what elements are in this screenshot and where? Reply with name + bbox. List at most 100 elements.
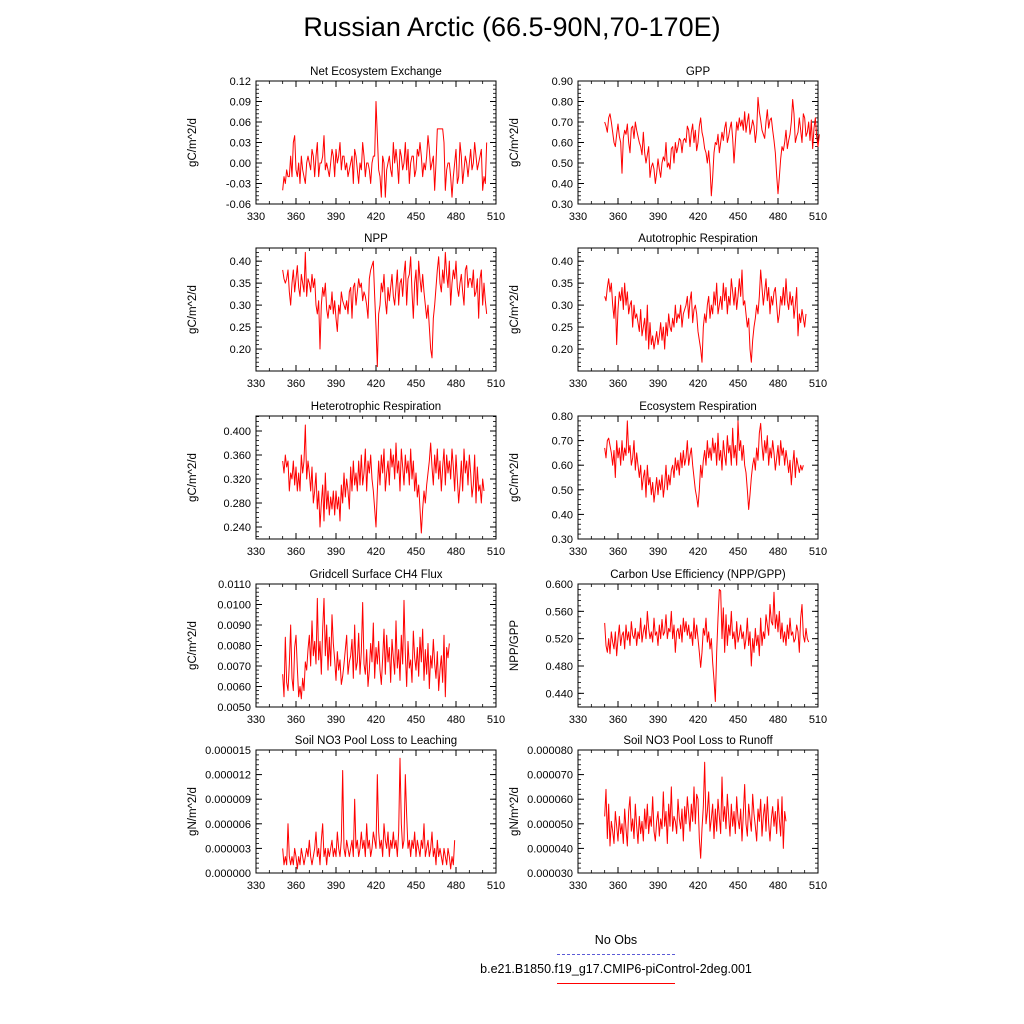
panel-title: GPP [686,66,711,78]
y-tick-label: 0.30 [552,300,573,312]
x-tick-label: 330 [569,546,587,558]
x-tick-label: 480 [769,546,787,558]
x-tick-label: 420 [367,211,385,223]
x-tick-label: 360 [287,880,305,892]
x-tick-label: 390 [327,211,345,223]
y-axis-label: gC/m^2/d [509,118,521,167]
x-tick-label: 330 [569,714,587,726]
chart-panel-3: NPP gC/m^2/d 330 360 390 420 450 480 510 0.20 0.25… [187,233,505,390]
y-tick-label: 0.80 [552,97,573,109]
series-line [282,757,456,870]
x-tick-label: 450 [729,378,747,390]
y-tick-label: 0.40 [230,256,251,268]
panel-title: NPP [364,233,388,245]
x-tick-label: 330 [569,211,587,223]
y-tick-label: 0.280 [223,498,251,510]
x-tick-label: 480 [447,880,465,892]
x-tick-label: 510 [487,880,505,892]
x-tick-label: 390 [327,714,345,726]
x-tick-label: 390 [327,880,345,892]
x-tick-label: 420 [689,880,707,892]
y-tick-label: 0.0060 [217,682,251,694]
y-tick-label: 0.0080 [217,641,251,653]
chart-panel-5: Heterotrophic Respiration gC/m^2/d 330 360 3… [187,401,505,558]
series-line [282,424,485,534]
y-tick-label: 0.000012 [205,770,251,782]
x-tick-label: 510 [487,714,505,726]
x-tick-label: 450 [729,880,747,892]
panel-title: Soil NO3 Pool Loss to Leaching [295,735,457,747]
y-tick-label: 0.90 [552,76,573,88]
y-tick-label: 0.0050 [217,702,251,714]
y-tick-label: 0.30 [552,534,573,546]
plot-frame [255,749,497,874]
y-axis-label: gC/m^2/d [187,453,199,502]
x-tick-label: 420 [689,714,707,726]
y-tick-label: 0.320 [223,474,251,486]
y-tick-label: 0.000015 [205,745,251,757]
x-tick-label: 330 [569,880,587,892]
chart-panel-8: Carbon Use Efficiency (NPP/GPP) NPP/GPP 33… [509,569,827,726]
y-axis-label: gC/m^2/d [509,453,521,502]
x-tick-label: 420 [367,714,385,726]
x-tick-label: 390 [649,880,667,892]
plot-frame [255,247,497,372]
x-tick-label: 330 [247,211,265,223]
x-tick-label: 450 [407,714,425,726]
x-tick-label: 390 [649,378,667,390]
y-tick-label: 0.240 [223,522,251,534]
y-axis-label: gC/m^2/d [187,621,199,670]
x-tick-label: 450 [729,546,747,558]
chart-panel-1: Net Ecosystem Exchange gC/m^2/d 330 360 390 4… [187,66,505,223]
x-tick-label: 390 [327,378,345,390]
y-tick-label: 0.50 [552,485,573,497]
plot-frame [255,583,497,708]
x-tick-label: 510 [487,546,505,558]
y-tick-label: -0.03 [226,179,251,191]
y-axis-label: gC/m^2/d [187,118,199,167]
panel-title: Ecosystem Respiration [639,401,757,413]
series-line [282,251,488,368]
y-tick-label: 0.00 [230,158,251,170]
x-tick-label: 360 [609,378,627,390]
x-tick-label: 360 [287,714,305,726]
series-line [604,269,807,363]
y-tick-label: 0.520 [545,634,573,646]
series-line [604,588,810,703]
y-tick-label: 0.480 [545,661,573,673]
y-tick-label: 0.000000 [205,868,251,880]
plot-frame [577,247,819,372]
y-tick-label: -0.06 [226,199,251,211]
y-axis-label: gN/m^2/d [187,787,199,836]
x-tick-label: 450 [729,211,747,223]
y-tick-label: 0.70 [552,436,573,448]
x-tick-label: 510 [809,211,827,223]
x-tick-label: 360 [609,714,627,726]
chart-panel-10: Soil NO3 Pool Loss to Runoff gN/m^2/d 330 3… [509,735,827,892]
y-axis-label: gN/m^2/d [509,787,521,836]
x-tick-label: 480 [447,211,465,223]
x-tick-label: 390 [327,546,345,558]
y-tick-label: 0.000030 [527,868,573,880]
y-tick-label: 0.12 [230,76,251,88]
x-tick-label: 480 [769,714,787,726]
y-tick-label: 0.000009 [205,794,251,806]
panel-title: Gridcell Surface CH4 Flux [310,569,443,581]
y-tick-label: 0.06 [230,117,251,129]
series-line [282,101,488,198]
x-tick-label: 450 [407,546,425,558]
x-tick-label: 330 [247,546,265,558]
y-tick-label: 0.600 [545,579,573,591]
y-tick-label: 0.09 [230,97,251,109]
x-tick-label: 330 [569,378,587,390]
y-tick-label: 0.50 [552,158,573,170]
y-axis-label: gC/m^2/d [187,285,199,334]
y-tick-label: 0.0090 [217,620,251,632]
page-title: Russian Arctic (66.5-90N,70-170E) [303,12,721,42]
series-line [604,420,804,510]
y-tick-label: 0.000006 [205,819,251,831]
y-tick-label: 0.60 [552,138,573,150]
x-tick-label: 390 [649,546,667,558]
panel-title: Carbon Use Efficiency (NPP/GPP) [610,569,786,581]
chart-panel-6: Ecosystem Respiration gC/m^2/d 330 360 390 42… [509,401,827,558]
